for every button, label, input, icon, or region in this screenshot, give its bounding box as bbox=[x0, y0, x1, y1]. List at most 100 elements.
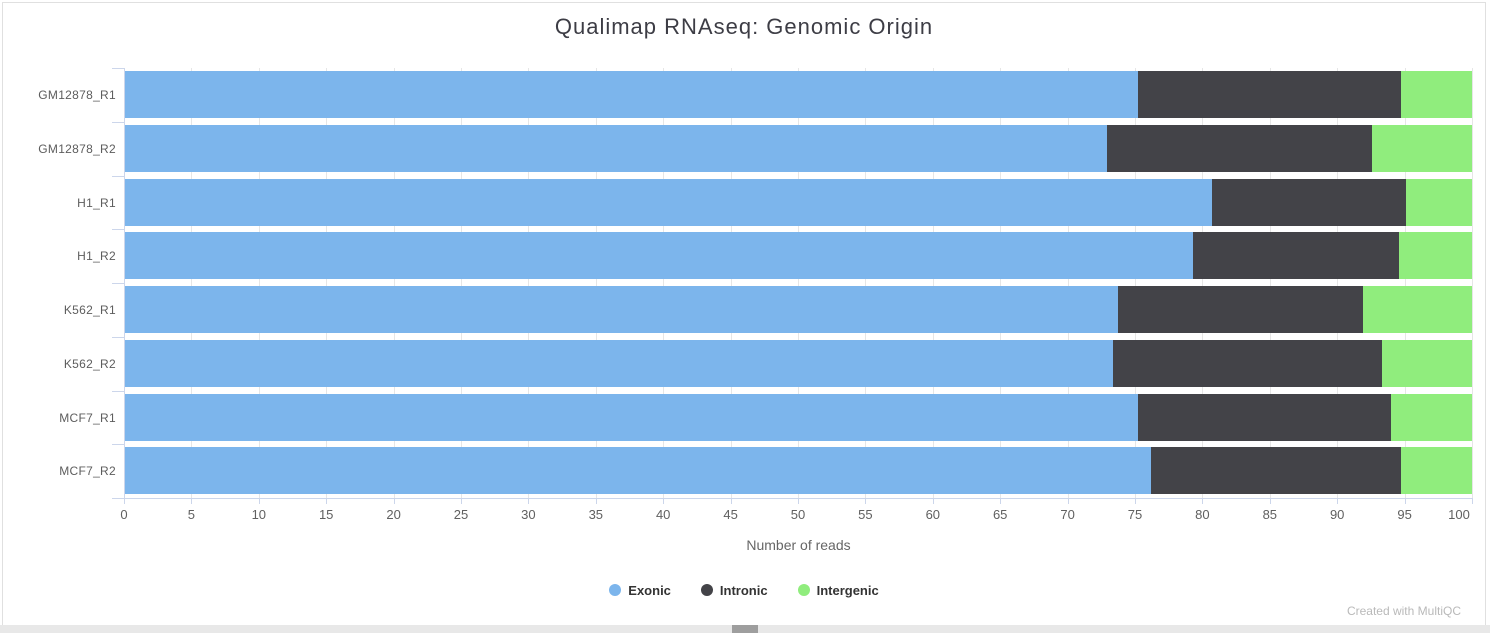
bar-segment-intronic-MCF7_R2[interactable] bbox=[1151, 447, 1401, 495]
gridline-85 bbox=[1269, 68, 1271, 498]
y-axis-label-GM12878_R1: GM12878_R1 bbox=[38, 88, 116, 102]
x-axis-tick-label-40: 40 bbox=[655, 507, 671, 522]
bar-segment-intergenic-GM12878_R1[interactable] bbox=[1400, 71, 1472, 118]
x-axis-tick-label-50: 50 bbox=[790, 507, 806, 522]
y-axis-line bbox=[124, 68, 125, 498]
bar-segment-exonic-K562_R2[interactable] bbox=[124, 339, 1114, 387]
gridline-65 bbox=[1000, 68, 1002, 498]
bar-segment-exonic-MCF7_R1[interactable] bbox=[124, 393, 1138, 441]
x-axis-tick-label-85: 85 bbox=[1262, 507, 1278, 522]
bar-segment-exonic-GM12878_R1[interactable] bbox=[124, 71, 1138, 118]
x-axis-tick-label-30: 30 bbox=[521, 507, 536, 522]
x-axis-tickmark-20 bbox=[393, 499, 395, 504]
gridline-95 bbox=[1404, 68, 1406, 498]
x-axis-title: Number of reads bbox=[746, 537, 851, 553]
gridline-55 bbox=[865, 68, 867, 498]
legend-item-intergenic[interactable]: Intergenic bbox=[797, 582, 879, 598]
y-axis-tickmark-1 bbox=[112, 121, 124, 123]
legend-label-intergenic: Intergenic bbox=[816, 582, 879, 598]
bar-segment-intronic-K562_R1[interactable] bbox=[1117, 286, 1363, 333]
bar-segment-intergenic-MCF7_R1[interactable] bbox=[1391, 393, 1472, 441]
bar-segment-intergenic-MCF7_R2[interactable] bbox=[1400, 447, 1472, 495]
x-axis-tick-label-5: 5 bbox=[187, 507, 196, 522]
y-axis-label-H1_R1: H1_R1 bbox=[77, 195, 116, 210]
bar-segment-intronic-H1_R2[interactable] bbox=[1193, 232, 1400, 280]
y-axis-tickmark-0 bbox=[112, 68, 124, 69]
y-axis-label-K562_R2: K562_R2 bbox=[63, 356, 116, 371]
gridline-75 bbox=[1135, 68, 1136, 498]
plot-area: GM12878_R1 GM12878_R2 H1_R1 H1_R2 K562_R1 K56… bbox=[38, 68, 1473, 553]
bar-segment-exonic-H1_R1[interactable] bbox=[124, 178, 1212, 226]
bar-row-MCF7_R1 bbox=[124, 393, 1472, 441]
x-axis-tickmark-75 bbox=[1135, 499, 1136, 504]
bar-row-K562_R2 bbox=[124, 339, 1472, 387]
x-axis-tickmark-100 bbox=[1472, 499, 1473, 504]
bar-segment-intronic-GM12878_R2[interactable] bbox=[1106, 124, 1373, 172]
bar-segment-intronic-K562_R2[interactable] bbox=[1113, 339, 1382, 387]
x-axis-tick-label-35: 35 bbox=[588, 507, 604, 522]
x-axis-tickmark-70 bbox=[1067, 499, 1069, 504]
gridline-35 bbox=[595, 68, 597, 498]
x-axis-tickmark-40 bbox=[663, 499, 665, 504]
x-axis-tickmark-10 bbox=[258, 499, 260, 504]
bar-segment-intronic-H1_R1[interactable] bbox=[1211, 178, 1406, 226]
bar-segment-intronic-GM12878_R1[interactable] bbox=[1137, 71, 1401, 118]
gridline-5 bbox=[191, 68, 193, 498]
scrollbar-thumb[interactable] bbox=[732, 625, 758, 633]
bar-segment-intergenic-H1_R1[interactable] bbox=[1405, 178, 1472, 226]
bar-segment-exonic-H1_R2[interactable] bbox=[124, 232, 1193, 280]
x-axis-tickmark-90 bbox=[1337, 499, 1339, 504]
x-axis-tickmark-95 bbox=[1404, 499, 1406, 504]
intronic-legend-marker-icon bbox=[700, 584, 713, 596]
exonic-legend-marker-icon bbox=[609, 584, 622, 596]
bar-segment-intergenic-H1_R2[interactable] bbox=[1399, 232, 1472, 280]
multiqc-credit: Created with MultiQC bbox=[1346, 604, 1461, 618]
bar-segment-exonic-GM12878_R2[interactable] bbox=[124, 124, 1107, 172]
bar-row-GM12878_R2 bbox=[124, 124, 1473, 172]
gridline-60 bbox=[932, 68, 934, 498]
x-axis-tickmark-15 bbox=[326, 499, 328, 504]
x-axis-tick-label-75: 75 bbox=[1127, 507, 1143, 522]
horizontal-scrollbar[interactable] bbox=[0, 625, 1490, 633]
legend-item-intronic[interactable]: Intronic bbox=[700, 583, 768, 598]
y-axis-label-GM12878_R2: GM12878_R2 bbox=[38, 141, 116, 156]
x-axis-tick-label-25: 25 bbox=[453, 507, 469, 522]
gridline-90 bbox=[1337, 68, 1339, 498]
bar-row-MCF7_R2 bbox=[124, 447, 1472, 495]
gridline-45 bbox=[730, 68, 732, 498]
bar-segment-intergenic-K562_R1[interactable] bbox=[1362, 286, 1472, 333]
intergenic-legend-marker-icon bbox=[797, 584, 810, 596]
gridline-10 bbox=[258, 68, 260, 498]
gridline-50 bbox=[798, 68, 799, 498]
x-axis-tickmark-55 bbox=[865, 499, 867, 504]
x-axis-tickmark-85 bbox=[1269, 499, 1271, 504]
bar-segment-intergenic-K562_R2[interactable] bbox=[1381, 339, 1472, 387]
gridline-80 bbox=[1202, 68, 1204, 498]
y-axis-tickmark-6 bbox=[112, 390, 124, 392]
bar-segment-intronic-MCF7_R1[interactable] bbox=[1137, 393, 1392, 441]
gridline-70 bbox=[1067, 68, 1069, 498]
y-axis-tickmark-8 bbox=[112, 498, 124, 499]
legend-label-exonic: Exonic bbox=[628, 582, 671, 598]
y-axis-label-MCF7_R1: MCF7_R1 bbox=[59, 410, 116, 425]
y-axis-label-H1_R2: H1_R2 bbox=[77, 249, 116, 264]
x-axis-tick-label-10: 10 bbox=[251, 507, 267, 522]
x-axis-tick-label-60: 60 bbox=[925, 507, 941, 522]
bar-segment-exonic-MCF7_R2[interactable] bbox=[124, 447, 1152, 495]
x-axis-tickmark-0 bbox=[124, 499, 125, 504]
legend-item-exonic[interactable]: Exonic bbox=[609, 583, 671, 598]
x-axis-tick-label-15: 15 bbox=[318, 507, 334, 522]
gridline-25 bbox=[461, 68, 462, 498]
x-axis-tick-label-80: 80 bbox=[1195, 507, 1210, 522]
x-axis-tick-label-90: 90 bbox=[1329, 507, 1345, 522]
gridline-40 bbox=[663, 68, 665, 498]
x-axis-line bbox=[124, 498, 1473, 499]
x-axis-tickmark-5 bbox=[191, 499, 193, 504]
x-axis-tickmark-45 bbox=[730, 499, 732, 504]
x-axis-tickmark-50 bbox=[798, 499, 799, 504]
gridline-100 bbox=[1472, 68, 1473, 498]
bar-segment-exonic-K562_R1[interactable] bbox=[124, 286, 1118, 333]
bar-segment-intergenic-GM12878_R2[interactable] bbox=[1372, 124, 1473, 172]
y-axis-tickmark-5 bbox=[112, 336, 124, 338]
